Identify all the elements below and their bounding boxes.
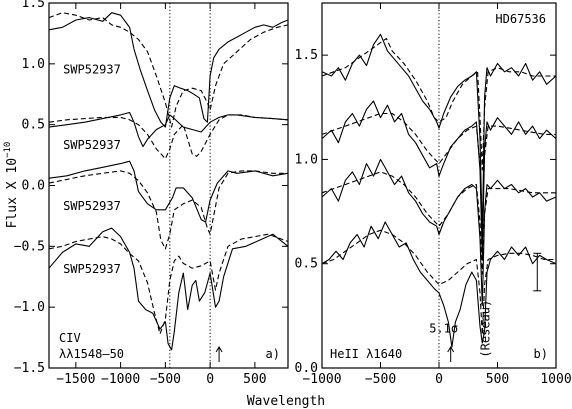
model-spectrum-line xyxy=(48,12,289,128)
y-axis-label-text: Flux X 10 xyxy=(5,158,20,228)
model-spectrum-line xyxy=(48,233,289,335)
y-tick-label: 0.0 xyxy=(295,361,318,376)
panel-b: −1000 −500 0 500 1000 0.0 0.5 1.0 1.5 b) HD67536 He… xyxy=(295,2,572,387)
x-tick-label: −500 xyxy=(365,372,396,387)
x-tick-label: 1000 xyxy=(540,372,571,387)
model-spectrum-line xyxy=(48,114,289,160)
observed-spectrum-line xyxy=(321,100,557,261)
model-spectrum-line xyxy=(321,171,556,275)
x-tick-label: 0 xyxy=(206,372,214,387)
y-tick-label: −1.5 xyxy=(14,361,45,376)
x-tick-label: −1500 xyxy=(56,372,95,387)
y-tick-label: 1.0 xyxy=(22,57,45,72)
y-tick-label: 0.5 xyxy=(295,257,318,272)
observed-spectrum-line xyxy=(48,227,289,351)
reseau-label: (Reseau) xyxy=(478,300,492,358)
shared-labels: Wavelength Flux X 10−10 xyxy=(3,142,325,409)
y-tick-label: −1.0 xyxy=(14,300,45,315)
x-tick-label: −1000 xyxy=(302,372,341,387)
observed-spectrum-line xyxy=(321,33,557,240)
spectrum-label: SWP52937 xyxy=(63,199,121,213)
x-axis-label: Wavelength xyxy=(247,394,325,409)
plot-frame xyxy=(48,2,289,369)
spectrum-label: SWP52937 xyxy=(63,262,121,276)
ion-label: CIV xyxy=(59,331,81,345)
observed-spectrum-line xyxy=(48,12,289,128)
y-tick-label: 0.0 xyxy=(22,179,45,194)
observed-spectrum-line xyxy=(48,160,289,223)
y-axis-label: Flux X 10−10 xyxy=(3,142,20,229)
spectrum-label: SWP52937 xyxy=(63,138,121,152)
star-label: HD67536 xyxy=(495,12,546,26)
y-axis-label-exponent: −10 xyxy=(3,142,13,158)
y-tick-label: −0.5 xyxy=(14,239,45,254)
panel-label: b) xyxy=(534,347,548,361)
arrow-head xyxy=(447,346,455,353)
panel-label: a) xyxy=(266,347,280,361)
ion-label: HeII λ1640 xyxy=(330,347,402,361)
observed-spectrum-line xyxy=(321,221,557,348)
x-tick-label: 500 xyxy=(243,372,266,387)
y-tick-label: 0.5 xyxy=(22,118,45,133)
arrow-head xyxy=(215,346,223,353)
sigma-label: 5.1σ xyxy=(429,322,458,336)
wavelength-label: λλ1548–50 xyxy=(59,347,124,361)
y-tick-label: 1.5 xyxy=(295,48,318,63)
x-tick-label: −500 xyxy=(150,372,181,387)
model-spectrum-line xyxy=(321,37,556,171)
observed-spectrum-line xyxy=(48,111,289,148)
x-tick-label: −1000 xyxy=(101,372,140,387)
spectrum-label: SWP52937 xyxy=(63,63,121,77)
y-tick-label: 1.0 xyxy=(295,152,318,167)
x-tick-label: 0 xyxy=(435,372,443,387)
observed-spectrum-line xyxy=(321,158,557,306)
x-tick-label: 500 xyxy=(486,372,509,387)
y-tick-label: 1.5 xyxy=(22,0,45,11)
model-spectrum-line xyxy=(321,112,556,223)
model-spectrum-line xyxy=(48,170,288,250)
model-spectrum-line xyxy=(321,229,556,336)
panel-a: −1500 −1000 −500 0 500 1.5 1.0 0.5 0.0 −0.5 −1.0 −1… xyxy=(14,0,289,387)
